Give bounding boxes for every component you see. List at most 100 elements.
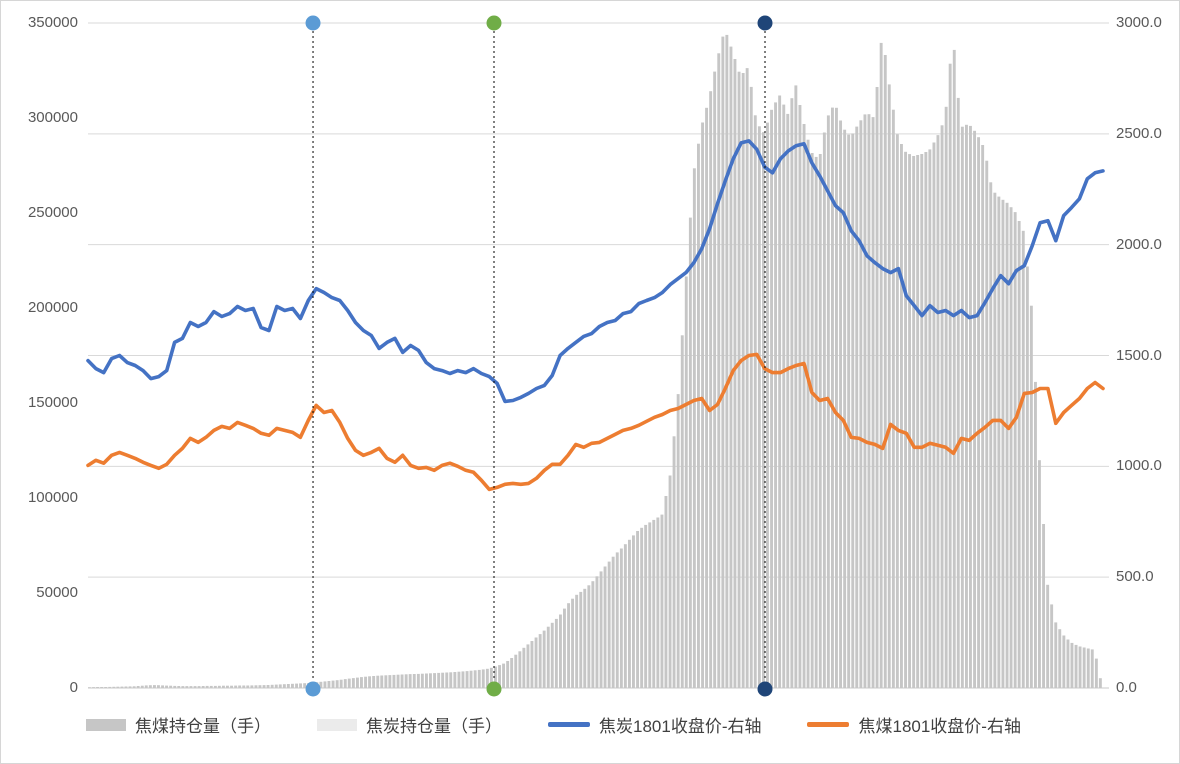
oi-bar: [948, 63, 952, 688]
oi-bar: [124, 686, 128, 688]
right-axis-tick: 3000.0: [1116, 14, 1162, 31]
oi-bar: [831, 107, 834, 689]
oi-bar: [140, 685, 144, 688]
oi-bar: [802, 124, 806, 688]
left-axis-tick: 200000: [27, 299, 78, 316]
oi-bar: [112, 686, 116, 688]
legend-item[interactable]: 焦炭持仓量（手）: [317, 712, 502, 737]
oi-bar: [632, 535, 635, 688]
oi-bar: [855, 126, 859, 689]
oi-bar: [380, 675, 384, 688]
oi-bar: [713, 71, 717, 689]
oi-bar: [274, 684, 278, 688]
oi-bar: [217, 685, 221, 688]
oi-bar: [554, 618, 558, 688]
oi-bar: [603, 566, 607, 688]
oi-bar: [392, 674, 396, 688]
oi-bar: [542, 630, 546, 688]
oi-bar: [668, 475, 672, 688]
oi-bar: [546, 626, 550, 688]
oi-bar: [498, 665, 502, 688]
oi-bar: [591, 581, 595, 688]
oi-bar: [818, 154, 822, 688]
oi-bar: [664, 496, 668, 688]
left-axis-tick: 100000: [27, 489, 78, 506]
oi-bar: [108, 686, 112, 688]
price-line: [86, 139, 1105, 404]
oi-bar: [295, 683, 299, 688]
oi-bar: [246, 685, 250, 688]
oi-bar: [993, 192, 997, 688]
oi-bar: [786, 113, 790, 688]
oi-bar: [331, 680, 335, 688]
right-axis-tick: 1500.0: [1116, 346, 1162, 364]
oi-bar: [148, 685, 152, 688]
oi-bar: [619, 548, 623, 688]
oi-bar: [847, 134, 851, 689]
oi-bar: [973, 130, 977, 689]
oi-bar: [1017, 221, 1021, 688]
oi-bar: [936, 135, 940, 689]
oi-bar: [778, 95, 782, 688]
oi-bar: [258, 685, 262, 688]
oi-bar: [291, 683, 294, 688]
bar-series: [88, 34, 1102, 689]
oi-bar: [506, 661, 510, 688]
oi-bar: [185, 686, 189, 688]
oi-bar: [173, 685, 177, 688]
oi-bar: [567, 603, 571, 688]
oi-bar: [912, 156, 916, 688]
oi-bar: [92, 687, 96, 688]
oi-bar: [376, 675, 380, 688]
oi-bar: [1086, 648, 1090, 688]
oi-bar: [672, 436, 676, 688]
oi-bar: [595, 576, 599, 688]
oi-bar: [839, 120, 843, 688]
oi-bar: [384, 675, 388, 688]
oi-bar: [587, 585, 591, 688]
oi-bar: [165, 685, 169, 688]
oi-bar: [88, 687, 91, 688]
oi-bar: [623, 544, 627, 688]
oi-bar: [514, 654, 518, 688]
oi-bar: [688, 217, 692, 688]
oi-bar: [924, 152, 928, 688]
oi-bar: [1009, 207, 1013, 688]
oi-bar: [136, 686, 140, 688]
event-marker-dot-bottom: [757, 681, 773, 697]
legend-item[interactable]: 焦炭1801收盘价-右轴: [548, 712, 761, 737]
oi-bar: [262, 685, 266, 688]
oi-bar: [157, 685, 160, 688]
oi-bar: [607, 561, 611, 688]
oi-bar: [372, 676, 376, 688]
oi-bar: [425, 673, 428, 688]
oi-bar: [1034, 381, 1037, 688]
oi-bar: [368, 676, 372, 688]
legend-item[interactable]: 焦煤持仓量（手）: [86, 712, 271, 737]
oi-bar: [701, 122, 705, 688]
oi-bar: [766, 122, 769, 689]
oi-bar: [153, 685, 156, 688]
oi-bar: [1094, 658, 1098, 688]
oi-bar: [457, 671, 461, 688]
event-marker-dot-bottom: [305, 681, 321, 697]
oi-bar: [473, 670, 477, 688]
oi-bar: [851, 133, 855, 688]
oi-bar: [737, 71, 741, 688]
oi-bar: [339, 679, 343, 688]
oi-bar: [453, 672, 457, 688]
event-marker-dot-bottom: [486, 681, 502, 697]
oi-bar: [522, 647, 526, 688]
oi-bar: [806, 139, 810, 688]
oi-bar: [510, 658, 514, 688]
oi-bar: [887, 84, 891, 688]
legend-item[interactable]: 焦煤1801收盘价-右轴: [807, 712, 1021, 737]
oi-bar: [997, 196, 1001, 688]
oi-bar: [940, 125, 944, 689]
oi-bar: [648, 522, 652, 688]
oi-bar: [717, 53, 721, 689]
oi-bar: [729, 46, 733, 689]
oi-bar: [323, 681, 327, 688]
oi-bar: [420, 673, 424, 688]
